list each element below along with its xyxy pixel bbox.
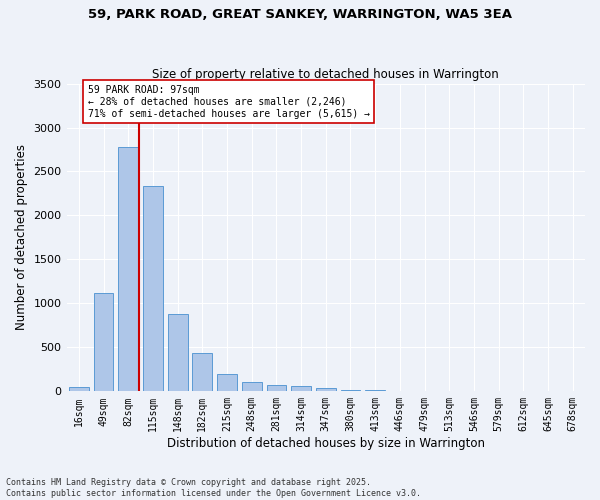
X-axis label: Distribution of detached houses by size in Warrington: Distribution of detached houses by size … (167, 437, 485, 450)
Bar (266, 384, 286, 392)
Bar (242, 382, 262, 392)
Y-axis label: Number of detached properties: Number of detached properties (15, 144, 28, 330)
Bar (390, 390, 410, 392)
Bar (217, 374, 237, 392)
Bar (143, 186, 163, 392)
Bar (94, 293, 113, 392)
Bar (193, 352, 212, 392)
Bar (365, 390, 385, 392)
Bar (118, 147, 138, 392)
Bar (168, 314, 188, 392)
Text: 59 PARK ROAD: 97sqm
← 28% of detached houses are smaller (2,246)
71% of semi-det: 59 PARK ROAD: 97sqm ← 28% of detached ho… (88, 86, 370, 118)
Bar (69, 387, 89, 392)
Title: Size of property relative to detached houses in Warrington: Size of property relative to detached ho… (152, 68, 499, 81)
Bar (316, 388, 335, 392)
Text: 59, PARK ROAD, GREAT SANKEY, WARRINGTON, WA5 3EA: 59, PARK ROAD, GREAT SANKEY, WARRINGTON,… (88, 8, 512, 20)
Bar (341, 390, 361, 392)
Text: Contains HM Land Registry data © Crown copyright and database right 2025.
Contai: Contains HM Land Registry data © Crown c… (6, 478, 421, 498)
Bar (291, 386, 311, 392)
